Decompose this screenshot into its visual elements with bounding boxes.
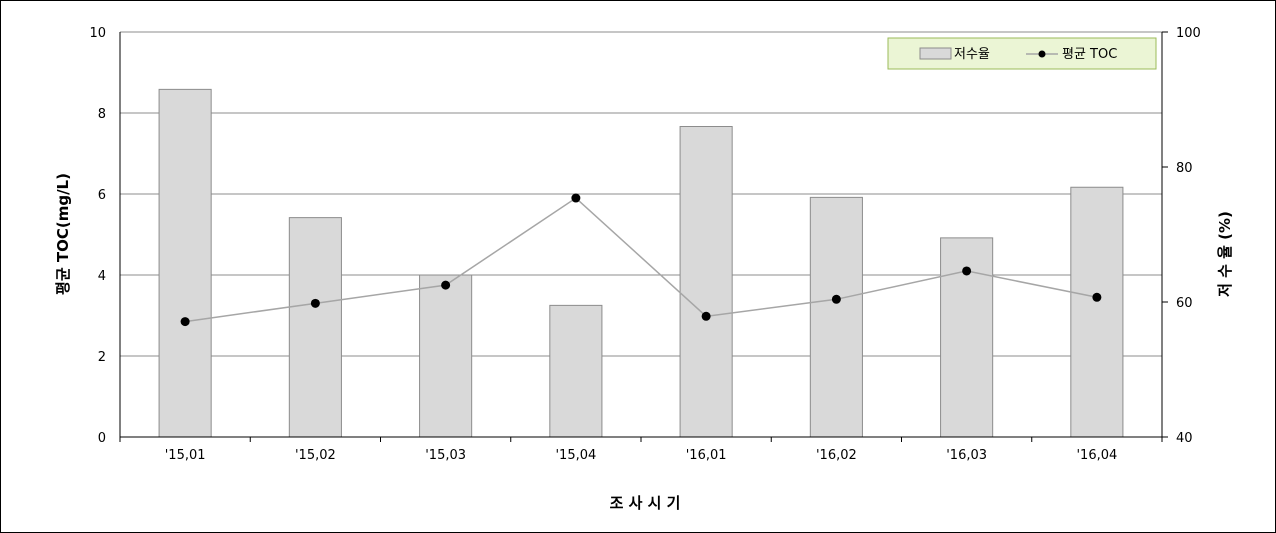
- left-tick-label: 6: [98, 188, 106, 203]
- axes: [119, 31, 1168, 442]
- right-tick-label: 80: [1176, 161, 1193, 176]
- x-tick-label: '15,02: [295, 448, 336, 463]
- x-tick-label: '15,04: [555, 448, 596, 463]
- bar: [1070, 186, 1124, 438]
- bars-series: [158, 88, 1124, 438]
- legend-bar-swatch: [919, 47, 952, 60]
- right-tick-label: 100: [1176, 26, 1201, 41]
- toc-point: [571, 193, 581, 203]
- legend-line-marker: [1038, 50, 1046, 58]
- right-tick-label: 60: [1176, 296, 1193, 311]
- line-series: [180, 193, 1102, 327]
- x-tick-label: '16,01: [686, 448, 727, 463]
- right-axis-title: 저 수 율 (%): [1216, 211, 1234, 297]
- left-axis-title: 평균 TOC(mg/L): [54, 173, 72, 295]
- left-tick-label: 4: [98, 269, 106, 284]
- legend-bar-label: 저수율: [954, 47, 990, 62]
- legend: 저수율 평균 TOC: [887, 37, 1157, 70]
- left-tick-label: 2: [98, 350, 106, 365]
- bar: [288, 217, 342, 438]
- x-tick-label: '16,03: [946, 448, 987, 463]
- legend-line-label: 평균 TOC: [1062, 47, 1117, 62]
- left-tick-label: 10: [89, 26, 106, 41]
- right-tick-label: 40: [1176, 431, 1193, 446]
- bar: [549, 304, 603, 438]
- toc-point: [441, 280, 451, 290]
- toc-point: [831, 294, 841, 304]
- left-tick-label: 0: [98, 431, 106, 446]
- bar: [679, 126, 733, 438]
- x-tick-label: '16,04: [1076, 448, 1117, 463]
- toc-point: [310, 298, 320, 308]
- x-axis-title: 조 사 시 기: [610, 494, 681, 512]
- toc-line: [185, 197, 1098, 323]
- x-tick-label: '16,02: [816, 448, 857, 463]
- toc-point: [1092, 292, 1102, 302]
- tick-labels: 0 2 4 6 8 10 40 60 80 100 '15,01 '15,02 '15,03 '15,04…: [89, 26, 1200, 463]
- toc-point: [180, 317, 190, 327]
- x-tick-label: '15,01: [165, 448, 206, 463]
- toc-point: [962, 266, 972, 276]
- bar: [158, 88, 212, 438]
- left-tick-label: 8: [98, 107, 106, 122]
- bar: [419, 274, 473, 438]
- bar: [809, 196, 863, 438]
- x-tick-label: '15,03: [425, 448, 466, 463]
- gridlines: [120, 31, 1162, 438]
- toc-point: [701, 311, 711, 321]
